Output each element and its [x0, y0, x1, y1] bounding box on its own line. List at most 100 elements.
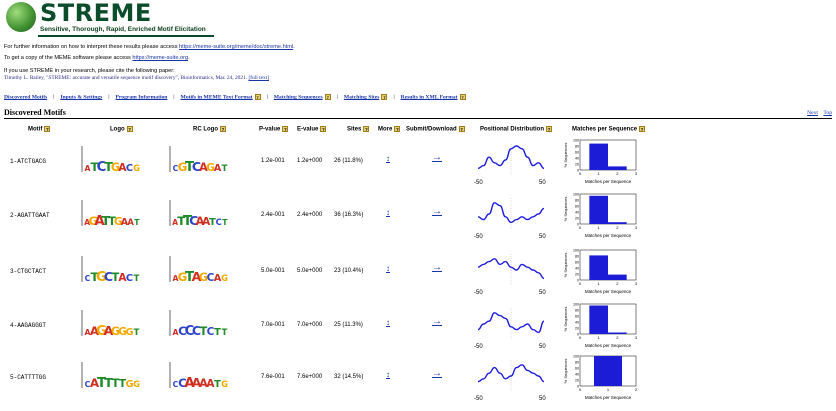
motif-evalue: 5.0e+000 [297, 268, 323, 274]
more-toggle-icon[interactable]: ↕ [386, 264, 390, 273]
help-icon[interactable]: ? [254, 94, 261, 100]
hist-xtick: 1 [598, 225, 601, 230]
nav-link-inputs-settings[interactable]: Inputs & Settings [60, 94, 103, 101]
motif-id: 2-AGATTGAAT [10, 212, 50, 219]
more-toggle-icon[interactable]: ↕ [386, 318, 390, 327]
help-icon[interactable]: ? [44, 126, 51, 132]
sequence-logo: A AGAGGG T [81, 310, 140, 338]
logo-letter-c: C [207, 326, 215, 338]
logo-letter-t: T [134, 327, 140, 337]
pos-axis-right: 50 [539, 234, 546, 240]
logo-letter-a: A [199, 161, 208, 174]
logo-letter-c: C [173, 164, 179, 173]
logo-letter-t: T [104, 159, 113, 174]
logo-letter-a: A [206, 378, 215, 390]
hist-ytick: 40 [575, 320, 579, 324]
logo-letter-a: A [184, 376, 195, 390]
hist-ytick: 60 [575, 366, 579, 370]
nav-link-discovered-motifs[interactable]: Discovered Motifs [4, 94, 48, 101]
nav-separator: | [53, 94, 55, 101]
top-link[interactable]: Top [823, 110, 832, 116]
hist-ytick: 20 [575, 378, 579, 382]
more-toggle-icon[interactable]: ↕ [386, 208, 390, 217]
info-doc-suffix: . [293, 44, 295, 50]
logo-letter-c: C [173, 380, 179, 389]
hist-xtick: 0 [579, 225, 582, 230]
submit-download-arrow-icon[interactable]: → [432, 368, 442, 379]
submit-download-arrow-icon[interactable]: → [432, 262, 442, 273]
pos-axis-right: 50 [539, 180, 546, 186]
logo-letter-t: T [222, 163, 228, 173]
help-icon[interactable]: ? [320, 126, 327, 132]
col-matches-label: Matches per Sequence [572, 126, 638, 133]
full-text-link[interactable]: [full text] [248, 75, 269, 81]
col-motif: Motif? [28, 126, 51, 133]
header-underline [38, 35, 214, 37]
logo-letter-c: C [97, 160, 107, 174]
hist-bar [608, 274, 627, 280]
help-icon[interactable]: ? [458, 126, 465, 132]
positional-curve [477, 364, 545, 383]
nav-link-matching-sites[interactable]: Matching Sites [343, 94, 380, 101]
logo-letter-t: T [177, 214, 186, 228]
help-icon[interactable]: ? [363, 126, 370, 132]
motif-row: 2-AGATTGAAT A G A T T G A A T A T T C A A T C T 2.4e-001 2.4… [0, 190, 836, 246]
help-icon[interactable]: ? [546, 126, 552, 132]
section-links: Next Top [803, 110, 832, 116]
next-link[interactable]: Next [807, 110, 818, 116]
logo-letter-g: G [111, 161, 120, 174]
nav-separator: | [108, 94, 110, 101]
more-toggle-icon[interactable]: ↕ [386, 154, 390, 163]
more-toggle-icon[interactable]: ↕ [386, 370, 390, 379]
hist-ytick: 80 [575, 360, 579, 364]
submit-download-arrow-icon[interactable]: → [432, 206, 442, 217]
pos-axis-left: -50 [474, 344, 483, 350]
hist-bar [589, 195, 608, 224]
logo-letter-a: A [199, 377, 208, 390]
logo-letter-g: G [118, 326, 127, 338]
logo-letter-t: T [209, 217, 216, 228]
hist-xtick: 0 [579, 281, 582, 286]
logo-letter-g: G [221, 273, 228, 283]
hist-ylabel: % Sequences [563, 143, 568, 168]
help-icon[interactable]: ? [381, 94, 388, 100]
positional-distribution: -50 50 [472, 252, 550, 296]
help-icon[interactable]: ? [324, 94, 331, 100]
help-icon[interactable]: ? [394, 126, 401, 132]
submit-download-arrow-icon[interactable]: → [432, 316, 442, 327]
positional-distribution-chart: -50 50 [474, 144, 546, 186]
software-link[interactable]: https://meme-suite.org [132, 55, 189, 61]
info-software-suffix: . [188, 55, 190, 61]
help-icon[interactable]: ? [639, 126, 646, 132]
nav-link-motifs-in-meme-text-format[interactable]: Motifs in MEME Text Format [180, 94, 253, 101]
hist-bar [608, 166, 627, 170]
help-icon[interactable]: ? [282, 126, 289, 132]
help-icon[interactable]: ? [220, 126, 226, 132]
motif-id: 5-CATTTTGG [10, 374, 47, 381]
doc-link[interactable]: https://meme-suite.org/meme/doc/streme.h… [179, 44, 294, 50]
nav-link-program-information[interactable]: Program Information [115, 94, 168, 101]
logo-letter-t: T [97, 376, 106, 390]
logo-letter-g: G [206, 162, 215, 174]
positional-distribution-chart: -50 50 [474, 254, 546, 296]
positional-distribution: -50 50 [472, 306, 550, 350]
hist-ytick: 60 [575, 204, 579, 208]
positional-distribution-chart: -50 50 [474, 308, 546, 350]
hist-ytick: 0 [577, 222, 579, 226]
col-more-label: More [378, 126, 393, 133]
hist-xtick: 3 [635, 335, 638, 340]
help-icon[interactable]: ? [459, 94, 466, 100]
hist-xtick: 2 [616, 171, 619, 176]
submit-download-arrow-icon[interactable]: → [432, 152, 442, 163]
logo-letter-a: A [90, 376, 100, 390]
col-matches-per-sequence: Matches per Sequence? [572, 126, 646, 133]
matches-per-sequence: % Sequences 100 80 60 40 20 0 0 1 2 3 Matches per S… [562, 301, 642, 349]
logo-letter-g: G [125, 379, 133, 390]
help-icon[interactable]: ? [126, 126, 133, 132]
nav-link-matching-sequences[interactable]: Matching Sequences [273, 94, 323, 101]
positional-distribution-chart: -50 50 [474, 198, 546, 240]
hist-bar [608, 332, 627, 334]
nav-link-results-in-xml-format[interactable]: Results in XML Format [400, 94, 458, 101]
